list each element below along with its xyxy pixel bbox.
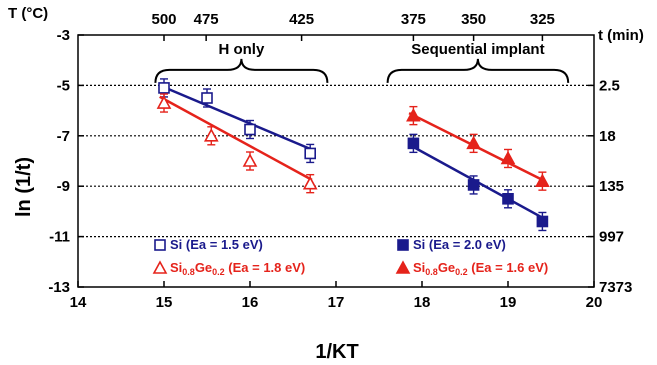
annotation-label: Sequential implant	[411, 41, 544, 58]
x-tick-label: 17	[328, 294, 345, 311]
x-axis-title: 1/KT	[315, 341, 358, 363]
data-point	[201, 92, 213, 104]
data-point	[407, 137, 420, 150]
legend-entry: Si (Ea = 2.0 eV)	[413, 237, 506, 252]
top-tick-label: 500	[151, 11, 176, 28]
x-tick-label: 20	[586, 294, 603, 311]
data-point	[242, 153, 258, 167]
fit-line	[159, 95, 313, 181]
annotation-brace	[154, 58, 329, 83]
y-tick-label: -3	[57, 27, 70, 44]
annotation-label: H only	[218, 41, 264, 58]
top-tick-label: 475	[194, 11, 219, 28]
top-axis-title: T (°C)	[8, 5, 48, 22]
legend-entry: Si0.8Ge0.2 (Ea = 1.8 eV)	[170, 260, 305, 277]
top-tick-label: 425	[289, 11, 314, 28]
y-tick-label: -7	[57, 128, 70, 145]
right-tick-label: 7373	[599, 279, 632, 296]
data-point	[203, 128, 219, 142]
y-axis-title: ln (1/t)	[13, 157, 35, 217]
data-point	[500, 150, 516, 165]
data-point	[535, 173, 550, 187]
x-tick-label: 16	[242, 294, 259, 311]
y-tick-label: -9	[57, 178, 70, 195]
data-point	[502, 193, 514, 205]
data-point	[467, 179, 480, 191]
data-point	[302, 176, 318, 190]
right-tick-label: 2.5	[599, 77, 620, 94]
top-tick-label: 375	[401, 11, 426, 28]
x-tick-label: 14	[70, 294, 87, 311]
legend-marker	[154, 239, 166, 251]
right-tick-label: 997	[599, 229, 624, 246]
x-tick-label: 15	[156, 294, 173, 311]
y-tick-label: -13	[48, 279, 70, 296]
data-point	[158, 82, 170, 94]
x-tick-label: 18	[414, 294, 431, 311]
legend-marker	[397, 239, 409, 251]
x-tick-label: 19	[500, 294, 517, 311]
right-tick-label: 135	[599, 178, 624, 195]
data-point	[304, 147, 317, 160]
right-tick-label: 18	[599, 128, 616, 145]
fit-line	[159, 84, 313, 151]
y-tick-label: -11	[49, 229, 70, 246]
data-point	[156, 95, 172, 109]
data-point	[244, 123, 256, 136]
annotation-brace	[386, 58, 570, 83]
y-tick-label: -5	[57, 77, 70, 94]
legend-marker	[395, 260, 411, 274]
top-tick-label: 325	[530, 11, 555, 28]
data-point	[406, 107, 421, 122]
right-axis-title: t (min)	[598, 27, 644, 44]
legend-entry: Si (Ea = 1.5 eV)	[170, 237, 263, 252]
data-point	[466, 135, 481, 150]
legend-entry: Si0.8Ge0.2 (Ea = 1.6 eV)	[413, 260, 548, 277]
data-point	[536, 215, 549, 228]
top-tick-label: 350	[461, 11, 486, 28]
legend-marker	[152, 260, 168, 274]
